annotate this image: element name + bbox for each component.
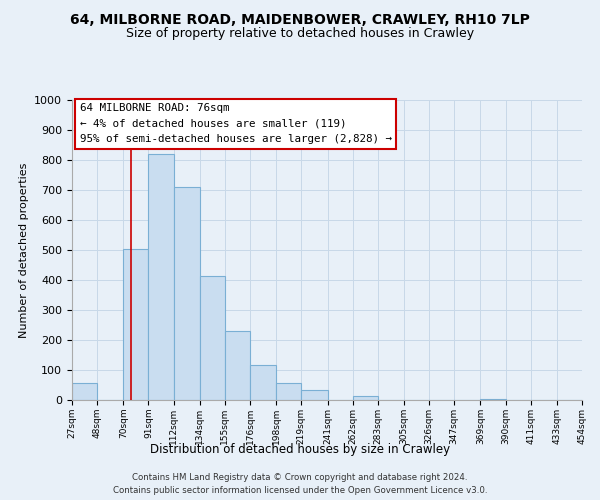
Y-axis label: Number of detached properties: Number of detached properties (19, 162, 29, 338)
Text: Contains public sector information licensed under the Open Government Licence v3: Contains public sector information licen… (113, 486, 487, 495)
Bar (124, 248, 148, 400)
Bar (72, 383, 97, 400)
Text: Size of property relative to detached houses in Crawley: Size of property relative to detached ho… (126, 28, 474, 40)
Bar (225, 331, 250, 400)
Text: 64, MILBORNE ROAD, MAIDENBOWER, CRAWLEY, RH10 7LP: 64, MILBORNE ROAD, MAIDENBOWER, CRAWLEY,… (70, 12, 530, 26)
Bar (301, 390, 328, 400)
Bar (200, 276, 225, 400)
Bar (353, 396, 378, 400)
Text: 64 MILBORNE ROAD: 76sqm
← 4% of detached houses are smaller (119)
95% of semi-de: 64 MILBORNE ROAD: 76sqm ← 4% of detached… (80, 103, 392, 144)
Bar (148, 154, 173, 400)
Bar (276, 383, 301, 400)
Text: Contains HM Land Registry data © Crown copyright and database right 2024.: Contains HM Land Registry data © Crown c… (132, 472, 468, 482)
Bar (173, 187, 200, 400)
Text: Distribution of detached houses by size in Crawley: Distribution of detached houses by size … (150, 442, 450, 456)
Bar (481, 398, 506, 400)
Bar (250, 364, 276, 400)
